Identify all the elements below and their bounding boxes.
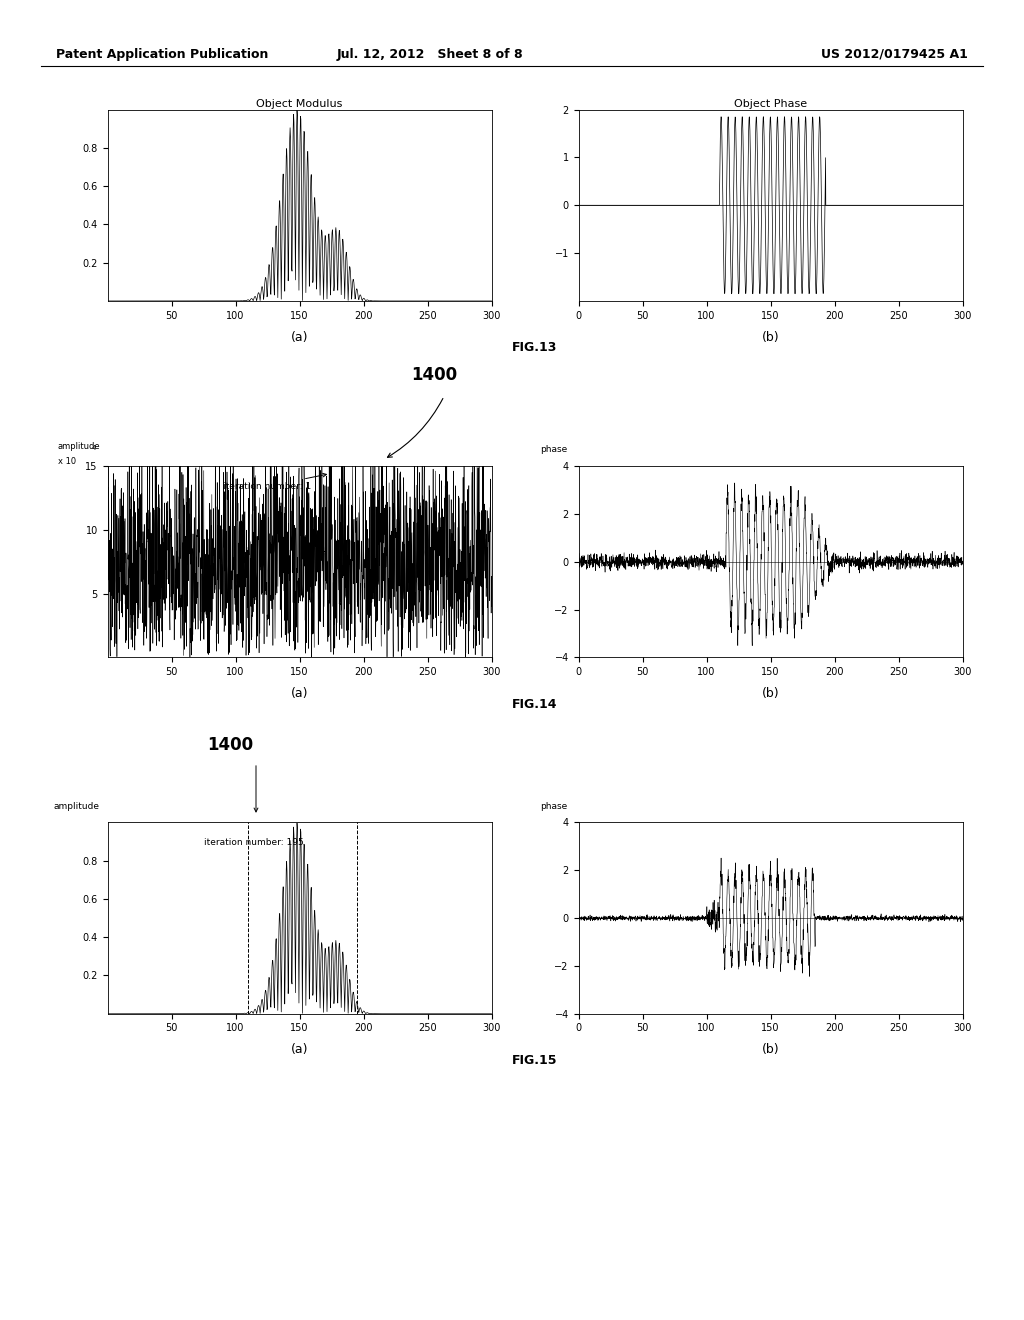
Text: (a): (a) <box>291 1043 308 1056</box>
Text: FIG.13: FIG.13 <box>512 341 558 354</box>
Text: Patent Application Publication: Patent Application Publication <box>56 48 268 61</box>
Text: (b): (b) <box>762 1043 779 1056</box>
Title: Object Modulus: Object Modulus <box>256 99 343 108</box>
Text: 1400: 1400 <box>207 735 254 754</box>
Text: US 2012/0179425 A1: US 2012/0179425 A1 <box>821 48 968 61</box>
Text: (a): (a) <box>291 686 308 700</box>
Text: 4: 4 <box>92 445 96 450</box>
Text: (b): (b) <box>762 686 779 700</box>
Text: (a): (a) <box>291 330 308 343</box>
Text: (b): (b) <box>762 330 779 343</box>
Title: Object Phase: Object Phase <box>734 99 807 108</box>
Text: iteration number: 1: iteration number: 1 <box>222 474 327 491</box>
Text: 1400: 1400 <box>411 366 457 384</box>
Text: phase: phase <box>541 801 567 810</box>
Text: FIG.14: FIG.14 <box>512 697 558 710</box>
Text: iteration number: 195: iteration number: 195 <box>204 838 303 847</box>
Text: FIG.15: FIG.15 <box>512 1053 558 1067</box>
Text: x 10: x 10 <box>57 457 76 466</box>
Text: amplitude: amplitude <box>53 801 99 810</box>
Text: phase: phase <box>541 445 567 454</box>
Text: Jul. 12, 2012   Sheet 8 of 8: Jul. 12, 2012 Sheet 8 of 8 <box>337 48 523 61</box>
Text: amplitude: amplitude <box>57 442 100 450</box>
